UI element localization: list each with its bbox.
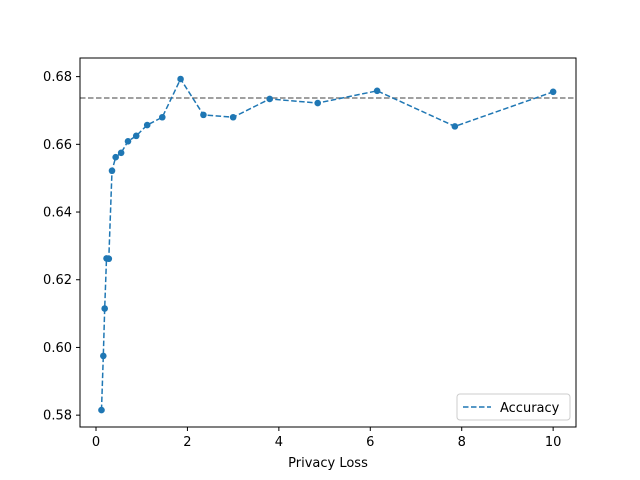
y-tick-label: 0.66 [43,138,72,153]
data-point [101,305,108,312]
data-point [143,121,151,129]
y-tick-label: 0.68 [43,70,72,85]
data-point [314,99,322,107]
x-axis-title: Privacy Loss [288,456,368,471]
legend-label-accuracy: Accuracy [500,401,560,416]
legend: Accuracy [456,393,571,421]
x-tick-label: 6 [366,435,374,450]
series-line-accuracy [100,77,554,411]
y-tick-label: 0.64 [43,206,72,221]
series-layer [98,75,557,414]
data-point [117,149,125,157]
x-tick-label: 8 [458,435,466,450]
data-point [124,137,132,145]
data-point [373,87,381,95]
data-point [158,113,166,121]
y-tick-label: 0.60 [43,341,72,356]
plot-frame [79,57,577,428]
data-point [98,406,105,414]
x-tick-label: 4 [275,435,283,450]
data-point [549,88,557,96]
y-tick-label: 0.58 [43,409,72,424]
data-point [108,167,116,175]
data-point [105,255,113,263]
data-point [200,111,207,119]
x-axis: 0 2 4 6 8 10 [92,427,562,450]
data-point [451,123,459,130]
data-point [229,113,237,121]
data-point [112,153,119,161]
data-point [177,75,184,83]
data-point [132,132,140,140]
y-tick-label: 0.62 [43,273,72,288]
legend-box [456,393,571,421]
x-tick-label: 2 [183,435,191,450]
data-point [100,352,107,360]
x-tick-label: 0 [92,435,100,450]
y-axis: 0.58 0.60 0.62 0.64 0.66 0.68 [43,70,80,424]
data-point [266,95,274,103]
x-tick-label: 10 [545,435,562,450]
